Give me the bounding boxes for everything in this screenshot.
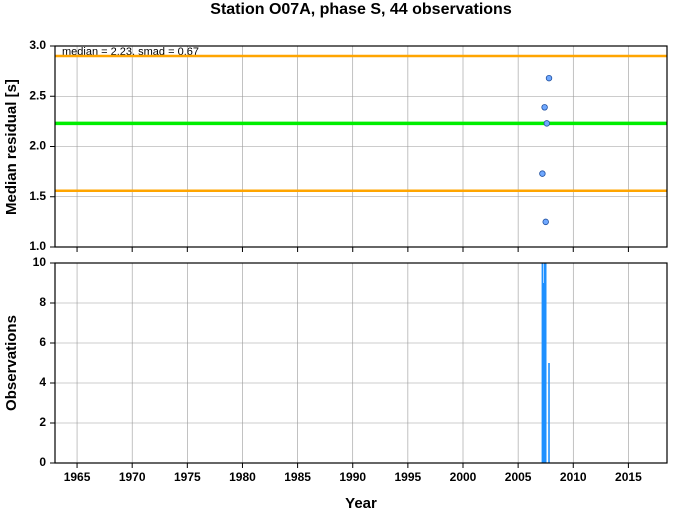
- x-axis-label: Year: [345, 495, 377, 511]
- y-tick-label: 8: [39, 295, 46, 309]
- y-tick-label: 10: [33, 255, 47, 269]
- chart-title: Station O07A, phase S, 44 observations: [210, 1, 512, 18]
- bar: [544, 263, 547, 463]
- y-axis-label: Observations: [3, 315, 20, 411]
- point: [541, 104, 548, 111]
- point: [539, 170, 546, 177]
- bar: [543, 263, 546, 463]
- x-tick-label: 2005: [505, 470, 532, 484]
- x-tick-label: 2010: [560, 470, 587, 484]
- plot-frame: [54, 45, 668, 248]
- x-tick-label: 2000: [450, 470, 477, 484]
- x-tick-label: 1995: [395, 470, 422, 484]
- bar: [542, 283, 545, 463]
- bar: [541, 263, 544, 463]
- y-tick-label: 2: [39, 415, 46, 429]
- y-tick-label: 1.5: [29, 189, 46, 203]
- x-tick-label: 2015: [615, 470, 642, 484]
- bar: [548, 363, 550, 463]
- x-tick-label: 1980: [229, 470, 256, 484]
- y-tick-label: 2.5: [29, 88, 46, 102]
- point: [543, 120, 551, 127]
- point: [545, 74, 553, 82]
- x-tick-label: 1965: [64, 470, 91, 484]
- point: [542, 218, 549, 226]
- x-tick-label: 1975: [174, 470, 201, 484]
- y-axis-label: Median residual [s]: [3, 79, 20, 215]
- x-tick-label: 1985: [284, 470, 311, 484]
- plot-frame: [54, 262, 668, 464]
- x-tick-label: 1990: [339, 470, 366, 484]
- y-tick-label: 0: [39, 455, 46, 469]
- y-tick-label: 3.0: [29, 38, 46, 52]
- y-tick-label: 6: [39, 335, 46, 349]
- y-tick-label: 2.0: [29, 139, 46, 153]
- y-tick-label: 4: [39, 375, 46, 389]
- y-tick-label: 1.0: [29, 239, 46, 253]
- x-tick-label: 1970: [119, 470, 146, 484]
